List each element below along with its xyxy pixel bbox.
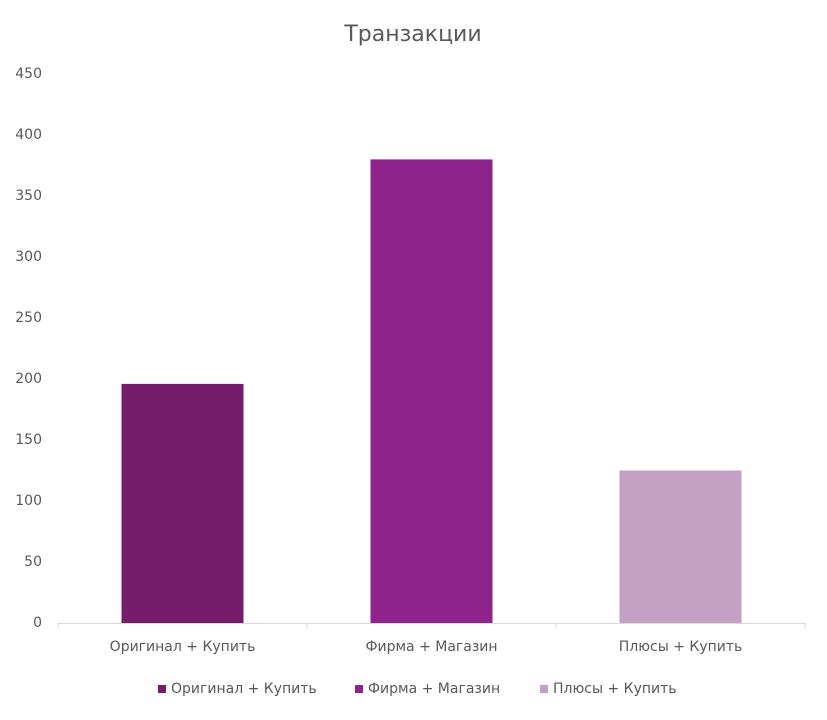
y-tick-label: 450 <box>15 66 42 82</box>
bar <box>370 159 493 623</box>
x-tick-label: Оригинал + Купить <box>110 639 256 655</box>
legend-marker <box>158 685 166 693</box>
y-tick-label: 0 <box>33 615 42 631</box>
y-tick-label: 150 <box>15 432 42 448</box>
legend-marker <box>355 685 363 693</box>
legend-label: Плюсы + Купить <box>553 681 677 697</box>
legend-label: Оригинал + Купить <box>171 681 317 697</box>
legend-marker <box>540 685 548 693</box>
y-tick-label: 200 <box>15 371 42 387</box>
bar <box>121 383 244 623</box>
y-tick-label: 50 <box>24 554 42 570</box>
x-tick-label: Фирма + Магазин <box>365 639 497 655</box>
y-tick-label: 400 <box>15 127 42 143</box>
y-tick-label: 350 <box>15 188 42 204</box>
x-tick-label: Плюсы + Купить <box>619 639 743 655</box>
y-tick-label: 250 <box>15 310 42 326</box>
bar <box>619 470 742 623</box>
y-tick-label: 300 <box>15 249 42 265</box>
chart-title: Транзакции <box>343 22 481 47</box>
legend-label: Фирма + Магазин <box>368 681 500 697</box>
y-tick-label: 100 <box>15 493 42 509</box>
